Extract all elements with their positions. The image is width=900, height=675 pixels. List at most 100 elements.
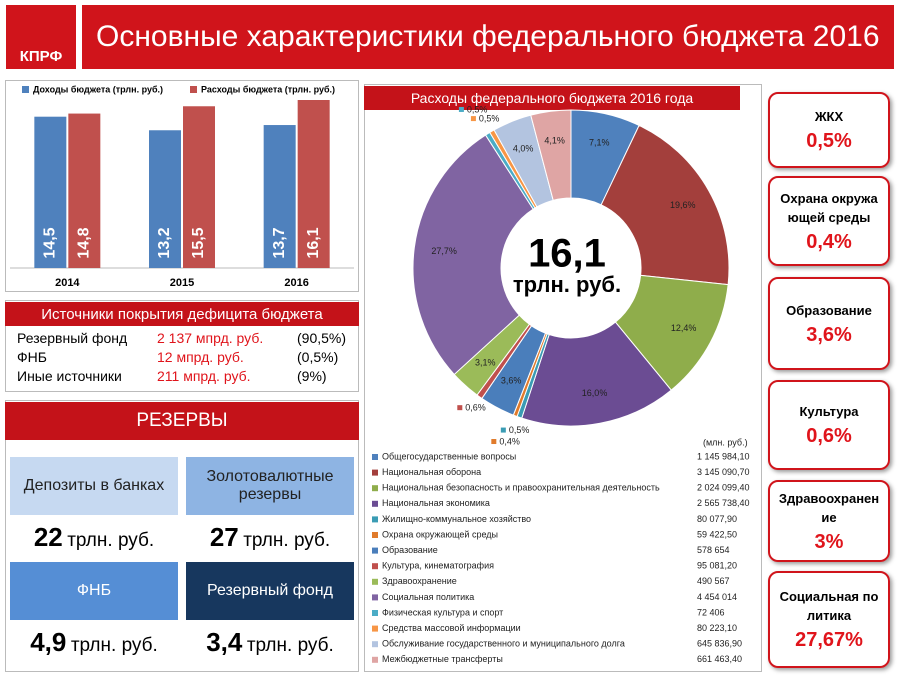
slice-label: 0,5% [479,113,500,123]
value-label: 13,2 [156,227,173,258]
legend-label: Национальная оборона [382,467,481,477]
bar [68,113,101,268]
bar [34,116,67,269]
bar [183,106,215,269]
slice-label: 27,7% [431,246,457,256]
share-label: Здравоохранение [778,490,880,525]
reserve-value: 22 трлн. руб. [10,522,178,558]
value-label: 15,5 [190,227,207,258]
slice-label: 16,0% [582,388,608,398]
reserve-value: 4,9 трлн. руб. [10,627,178,663]
x-tick-label: 2014 [55,277,80,289]
slice-label-swatch [500,427,506,433]
deficit-cell: (9%) [297,368,327,384]
share-value: 27,67% [795,629,863,651]
reserve-card: Резервный фонд [186,562,354,620]
deficit-cell: 12 мпрд. руб. [157,349,244,365]
reserve-card: Депозиты в банках [10,457,178,515]
legend-amount: 80 223,10 [697,623,737,633]
legend-amount: 3 145 090,70 [697,467,750,477]
reserve-number: 27 [209,522,239,552]
legend-label: Национальная экономика [382,498,490,508]
slice-label: 4,1% [544,135,565,145]
x-tick-label: 2015 [170,277,194,289]
legend-swatch [372,594,378,601]
slice-label: 0,5% [509,425,530,435]
legend-label: Межбюджетные трансферты [382,654,503,664]
deficit-panel [5,300,359,392]
legend-swatch [372,625,378,632]
legend-amount: 72 406 [697,607,725,617]
legend-label: Средства массовой информации [382,623,521,633]
legend-swatch [22,86,29,93]
legend-label: Доходы бюджета (трлн. руб.) [33,84,163,94]
bar [297,100,330,268]
deficit-cell: 2 137 мпрд. руб. [157,330,264,346]
legend-amount: 1 145 984,10 [697,451,750,461]
legend-amount: 2 024 099,40 [697,483,750,493]
legend-amount: 661 463,40 [697,654,742,664]
legend-swatch [372,454,378,460]
slice-label-swatch [457,405,463,411]
pie-slice [412,134,534,376]
share-card: Охрана окружающей среды 0,4% [768,176,890,266]
share-card: Образование 3,6% [768,277,890,370]
legend-swatch [372,547,378,554]
legend-amount: 2 565 738,40 [697,498,750,508]
share-card: ЖКХ 0,5% [768,92,890,168]
legend-label: Обслуживание государственного и муниципа… [382,639,625,649]
slice-label: 12,4% [671,323,697,333]
bar [149,130,181,268]
reserve-value: 3,4 трлн. руб. [186,627,354,663]
slice-label: 3,6% [501,376,522,386]
value-label: 16,1 [305,227,322,258]
center-value: 16,1 [528,232,606,276]
deficit-cell: Иные источники [17,368,122,384]
reserve-card: ФНБ [10,562,178,620]
reserves-title: РЕЗЕРВЫ [5,402,359,440]
legend-label: Социальная политика [382,592,474,602]
legend-amount: 490 567 [697,576,730,586]
share-value: 0,6% [806,425,852,447]
pie-slice [521,321,672,427]
legend-label: Культура, кинематография [382,561,494,571]
share-label: Культура [799,404,859,419]
legend-swatch [372,641,378,648]
slice-label: 0,5% [467,104,488,114]
share-label: Охрана окружающей среды [780,190,878,225]
deficit-cell: Резервный фонд [17,330,128,346]
deficit-rows: Резервный фонд 2 137 мпрд. руб. (90,5%) ФНБ… [5,328,359,390]
page-title: Основные характеристики федерального бюд… [82,5,894,69]
pie-slice [600,124,730,286]
share-label: ЖКХ [814,109,844,124]
share-label: Социальная политика [779,589,879,623]
legend-amount: 4 454 014 [697,592,737,602]
x-tick-label: 2016 [284,277,308,289]
deficit-cell: (90,5%) [297,330,347,346]
logo: КПРФ [6,5,76,69]
slice-label: 0,6% [465,403,486,413]
reserve-unit: трлн. руб. [243,530,331,551]
slice-label: 3,1% [475,357,496,367]
share-value: 3,6% [806,323,852,346]
legend-label: Общегосударственные вопросы [382,451,516,461]
value-label: 14,5 [42,227,59,258]
value-label: 13,7 [271,227,288,258]
deficit-cell: (0,5%) [297,349,339,365]
legend-label: Жилищно-коммунальное хозяйство [382,514,531,524]
reserve-card: Золотовалютные резервы [186,457,354,515]
legend-swatch [372,532,378,538]
legend-swatch [372,516,378,523]
legend-label: Физическая культура и спорт [382,607,503,617]
amounts-unit: (млн. руб.) [703,437,748,447]
reserve-number: 3,4 [206,627,243,657]
reserve-value: 27 трлн. руб. [186,522,354,558]
slice-label: 7,1% [589,138,610,148]
legend-label: Здравоохранение [382,576,457,586]
deficit-cell: ФНБ [17,349,47,365]
share-card: Социальная политика 27,67% [768,571,890,668]
slice-label: 0,4% [499,436,520,446]
legend-swatch [372,610,378,616]
